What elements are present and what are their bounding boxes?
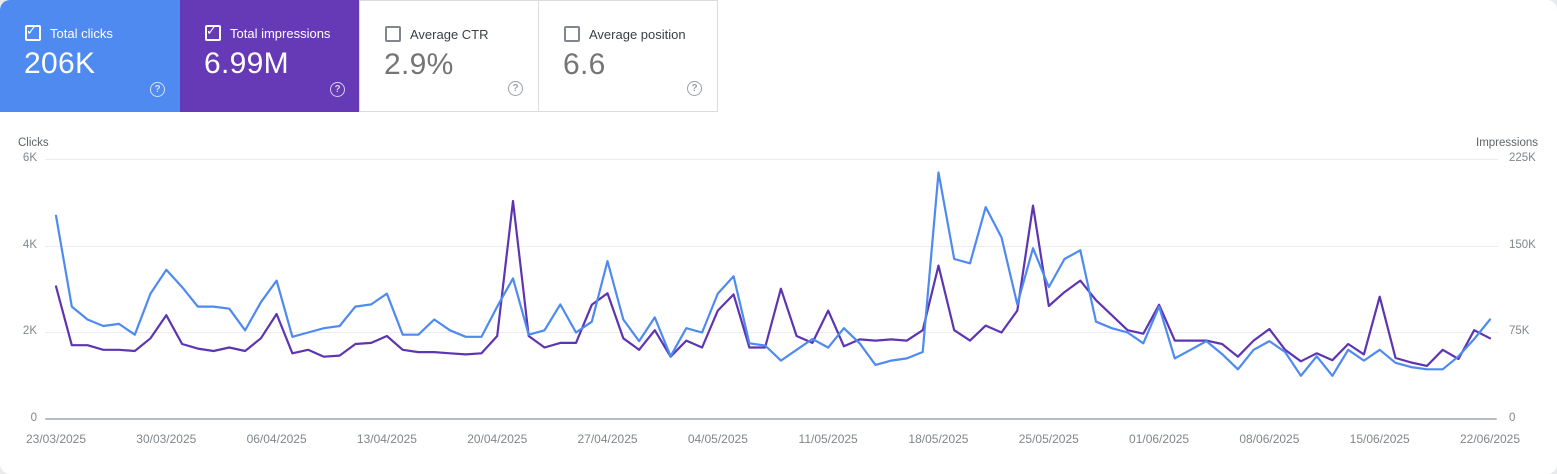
total-clicks-checkbox[interactable]: ✓	[25, 23, 41, 41]
right-axis-title: Impressions	[1476, 137, 1538, 149]
left-tick: 6K	[22, 152, 37, 164]
x-axis-date-label: 20/04/2025	[467, 432, 528, 446]
x-axis-date-label: 11/05/2025	[798, 432, 858, 446]
gridline	[45, 332, 1498, 333]
help-icon[interactable]: ?	[687, 81, 702, 96]
left-tick: 0	[30, 412, 37, 424]
x-axis-line	[45, 418, 1497, 420]
average-position-card[interactable]: Average position 6.6 ?	[538, 0, 718, 112]
left-axis-title: Clicks	[18, 137, 49, 149]
left-tick: 2K	[22, 325, 37, 337]
average-position-checkbox[interactable]	[564, 26, 580, 42]
average-position-value: 6.6	[563, 48, 606, 81]
impressions-line	[54, 199, 1492, 367]
average-ctr-label: Average CTR	[410, 26, 489, 42]
x-axis-date-label: 27/04/2025	[577, 432, 638, 446]
left-tick: 4K	[22, 239, 37, 251]
total-clicks-value: 206K	[24, 47, 96, 80]
right-tick: 0	[1509, 412, 1516, 424]
clicks-line	[54, 171, 1492, 377]
right-tick: 75K	[1509, 325, 1530, 337]
average-ctr-checkbox[interactable]	[385, 26, 401, 42]
x-axis-date-label: 25/05/2025	[1018, 432, 1079, 446]
x-axis-date-label: 23/03/2025	[25, 432, 87, 446]
x-axis-date-label: 15/06/2025	[1349, 432, 1410, 446]
average-ctr-card[interactable]: Average CTR 2.9% ?	[359, 0, 539, 112]
x-axis-date-label: 22/06/2025	[1459, 432, 1521, 446]
right-tick: 150K	[1509, 239, 1536, 251]
x-axis-date-label: 13/04/2025	[356, 432, 417, 446]
average-position-label: Average position	[589, 26, 686, 42]
average-ctr-value: 2.9%	[384, 48, 454, 81]
x-axis-date-label: 04/05/2025	[687, 432, 748, 446]
total-clicks-card[interactable]: ✓ Total clicks 206K ?	[0, 0, 180, 112]
total-impressions-card[interactable]: ✓ Total impressions 6.99M ?	[180, 0, 360, 112]
gridline	[45, 159, 1498, 160]
help-icon[interactable]: ?	[150, 82, 165, 97]
metric-cards-row: ✓ Total clicks 206K ? ✓ Total impression…	[0, 0, 718, 112]
x-axis-date-label: 01/06/2025	[1129, 432, 1190, 446]
x-axis-date-label: 08/06/2025	[1239, 432, 1300, 446]
help-icon[interactable]: ?	[508, 81, 523, 96]
total-impressions-value: 6.99M	[204, 47, 289, 80]
x-axis-date-label: 30/03/2025	[136, 432, 197, 446]
total-impressions-label: Total impressions	[230, 25, 331, 41]
gridline	[45, 246, 1498, 247]
total-impressions-checkbox[interactable]: ✓	[205, 23, 221, 41]
checkmark-icon: ✓	[206, 23, 217, 38]
x-axis-date-label: 06/04/2025	[246, 432, 307, 446]
help-icon[interactable]: ?	[330, 82, 345, 97]
x-axis-date-label: 18/05/2025	[908, 432, 969, 446]
checkmark-icon: ✓	[26, 23, 37, 38]
right-tick: 225K	[1509, 152, 1536, 164]
total-clicks-label: Total clicks	[50, 25, 113, 41]
